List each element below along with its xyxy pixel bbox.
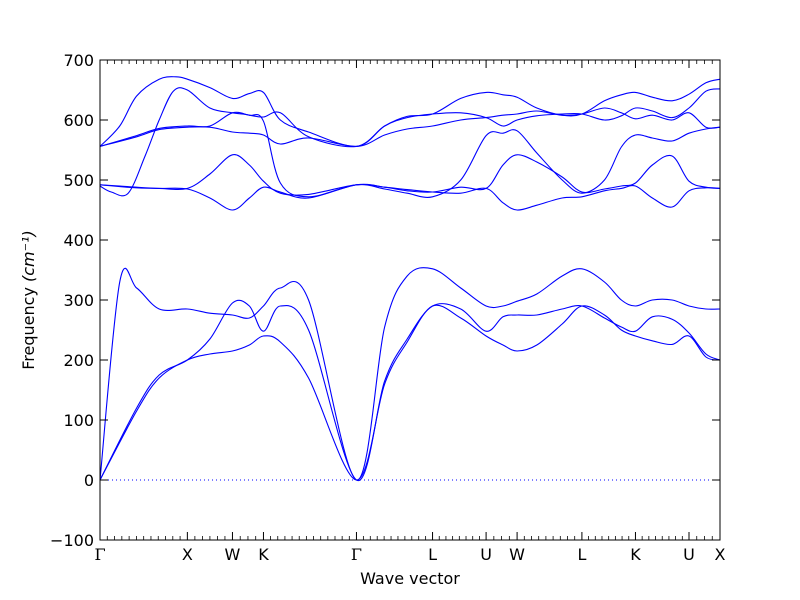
y-axis-title: Frequency (cm⁻¹) <box>19 230 38 369</box>
x-tick-label: W <box>225 545 241 564</box>
x-tick-label: U <box>683 545 695 564</box>
axis-ticks <box>99 59 721 541</box>
branch-line-5 <box>99 154 721 196</box>
plot-frame <box>99 59 721 541</box>
x-tick-label: L <box>577 545 586 564</box>
y-tick-label: −100 <box>50 531 94 550</box>
branch-line-2 <box>99 299 721 481</box>
branch-line-1 <box>99 304 721 481</box>
x-axis-title: Wave vector <box>360 569 460 588</box>
y-tick-label: 100 <box>63 411 94 430</box>
x-tick-label: U <box>480 545 492 564</box>
x-tick-label: K <box>258 545 269 564</box>
x-tick-label: L <box>428 545 437 564</box>
x-tick-label: Γ <box>94 545 105 564</box>
y-tick-label: 300 <box>63 291 94 310</box>
y-tick-label: 0 <box>84 471 94 490</box>
y-tick-label: 500 <box>63 171 94 190</box>
branch-line-8 <box>99 88 721 148</box>
y-tick-label: 600 <box>63 111 94 130</box>
x-tick-label: X <box>715 545 726 564</box>
x-tick-label: W <box>509 545 525 564</box>
y-axis-title-text: Frequency <box>19 287 38 370</box>
y-tick-label: 400 <box>63 231 94 250</box>
branch-line-3 <box>99 267 721 481</box>
branch-line-9 <box>99 76 721 147</box>
y-tick-label: 700 <box>63 51 94 70</box>
dispersion-branches <box>99 76 721 481</box>
x-tick-label: K <box>630 545 641 564</box>
x-tick-label: X <box>182 545 193 564</box>
branch-line-4 <box>99 183 721 211</box>
x-tick-label: Γ <box>351 545 362 564</box>
y-axis-title-unit: (cm⁻¹) <box>19 230 38 282</box>
y-tick-label: 200 <box>63 351 94 370</box>
branch-line-6 <box>99 87 721 198</box>
branch-line-7 <box>99 107 721 147</box>
